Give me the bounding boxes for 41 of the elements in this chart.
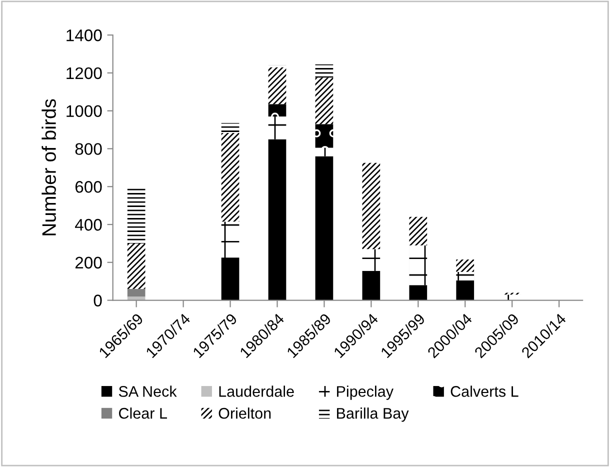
bar	[456, 272, 474, 280]
y-tick-label: 0	[94, 294, 102, 306]
y-tick-label: 600	[75, 181, 102, 193]
y-tick-label: 400	[75, 218, 102, 231]
bar	[221, 122, 240, 133]
bar	[268, 116, 286, 140]
bar	[409, 285, 428, 300]
legend-label: Calverts L	[450, 386, 518, 397]
y-tick-label: 1400	[66, 29, 102, 42]
bar	[362, 270, 380, 300]
legend-label: Clear L	[119, 408, 167, 419]
bar	[315, 156, 334, 300]
y-axis-title: Number of birds	[42, 99, 56, 236]
legend-label: Pipeclay	[337, 386, 394, 400]
bar	[409, 216, 428, 246]
bar	[362, 162, 380, 250]
bar	[456, 280, 474, 300]
y-tick-label: 1200	[66, 67, 102, 80]
y-tick-label: 800	[75, 143, 102, 155]
y-tick-label: 1000	[66, 105, 102, 118]
bar	[268, 139, 286, 300]
bar	[315, 78, 334, 124]
legend-label: Orielton	[218, 408, 271, 419]
bar	[127, 243, 146, 289]
bar	[221, 132, 240, 222]
bar	[315, 124, 334, 148]
bar	[268, 104, 286, 116]
legend-label: Lauderdale	[219, 386, 294, 397]
bar	[456, 260, 474, 272]
legend-label: Barilla Bay	[337, 408, 409, 422]
bar	[268, 67, 286, 104]
bar	[127, 288, 146, 296]
bar	[221, 258, 240, 300]
y-tick-label: 200	[75, 256, 102, 269]
legend-label: SA Neck	[118, 386, 177, 397]
bar	[409, 245, 428, 286]
bar	[315, 64, 334, 78]
bar	[362, 249, 380, 271]
bar	[221, 222, 240, 259]
bar	[127, 186, 146, 244]
bar	[315, 148, 334, 156]
